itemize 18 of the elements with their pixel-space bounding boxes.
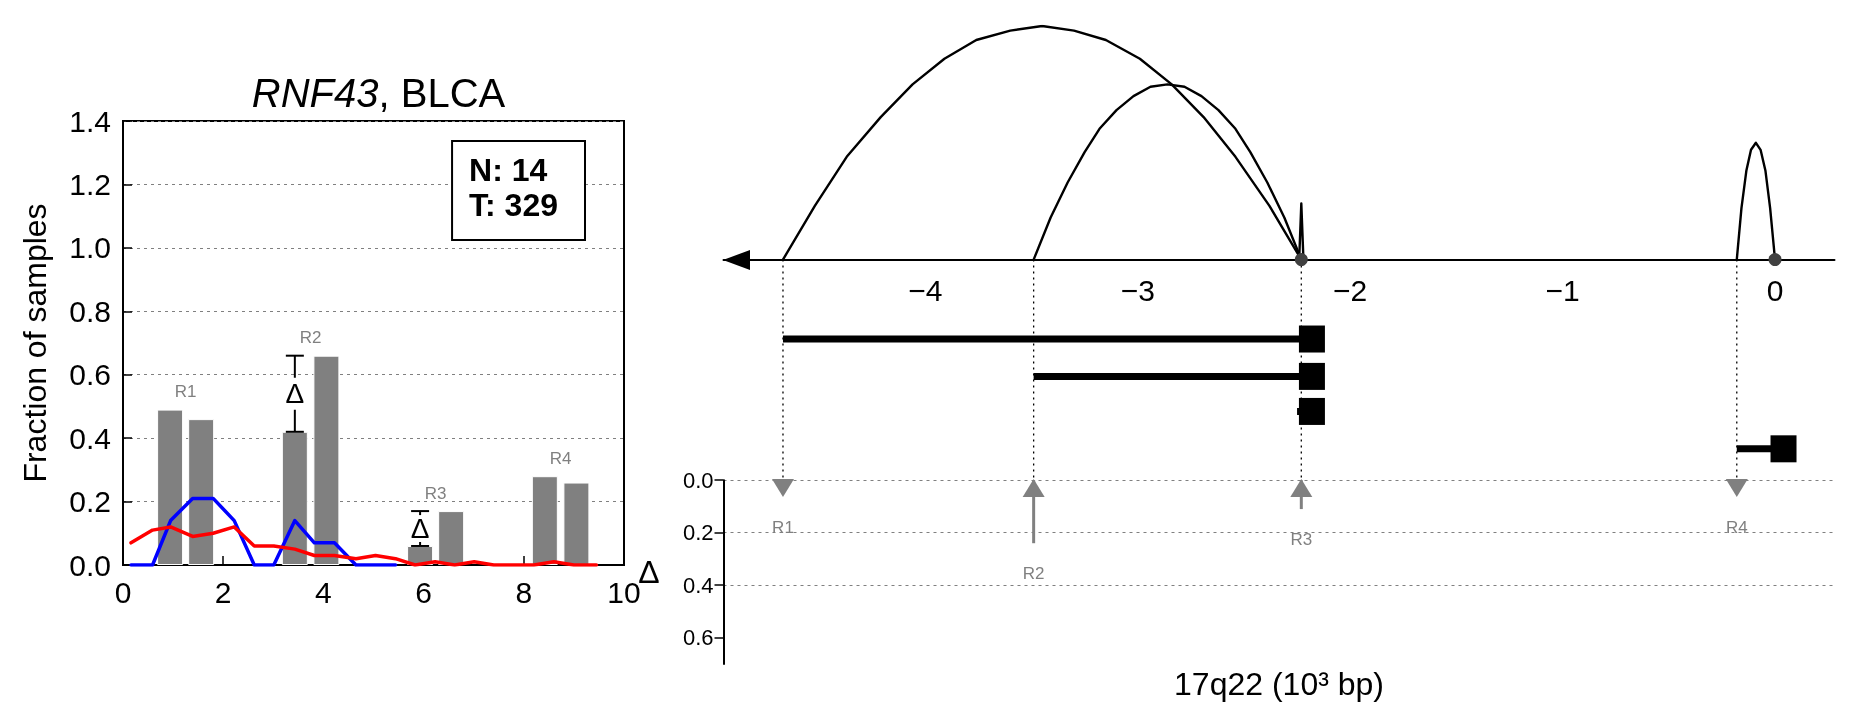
annotation: R2 [1022, 563, 1045, 583]
x-tick-label: 0 [114, 575, 132, 609]
x-tick-label: 4 [315, 575, 332, 609]
annotation: R3 [1290, 529, 1313, 549]
y-tick-label: 0.4 [682, 572, 714, 598]
x-tick-label: −1 [1545, 274, 1580, 308]
y-tick-label: 0.0 [682, 467, 714, 493]
y-tick-label: 0.6 [682, 625, 714, 651]
y-tick-label: 0.2 [682, 520, 714, 546]
x-tick-label: 8 [515, 575, 533, 609]
x-tick-label: −2 [1333, 274, 1368, 308]
x-axis-title: 17q22 (10³ bp) [1174, 666, 1384, 702]
x-tick-label: −4 [908, 274, 943, 308]
x-tick-label: −3 [1120, 274, 1155, 308]
x-tick-label: 2 [214, 575, 232, 609]
x-tick-label: 0 [1766, 274, 1784, 308]
annotation: R4 [1725, 517, 1748, 537]
x-tick-label: 6 [415, 575, 432, 609]
